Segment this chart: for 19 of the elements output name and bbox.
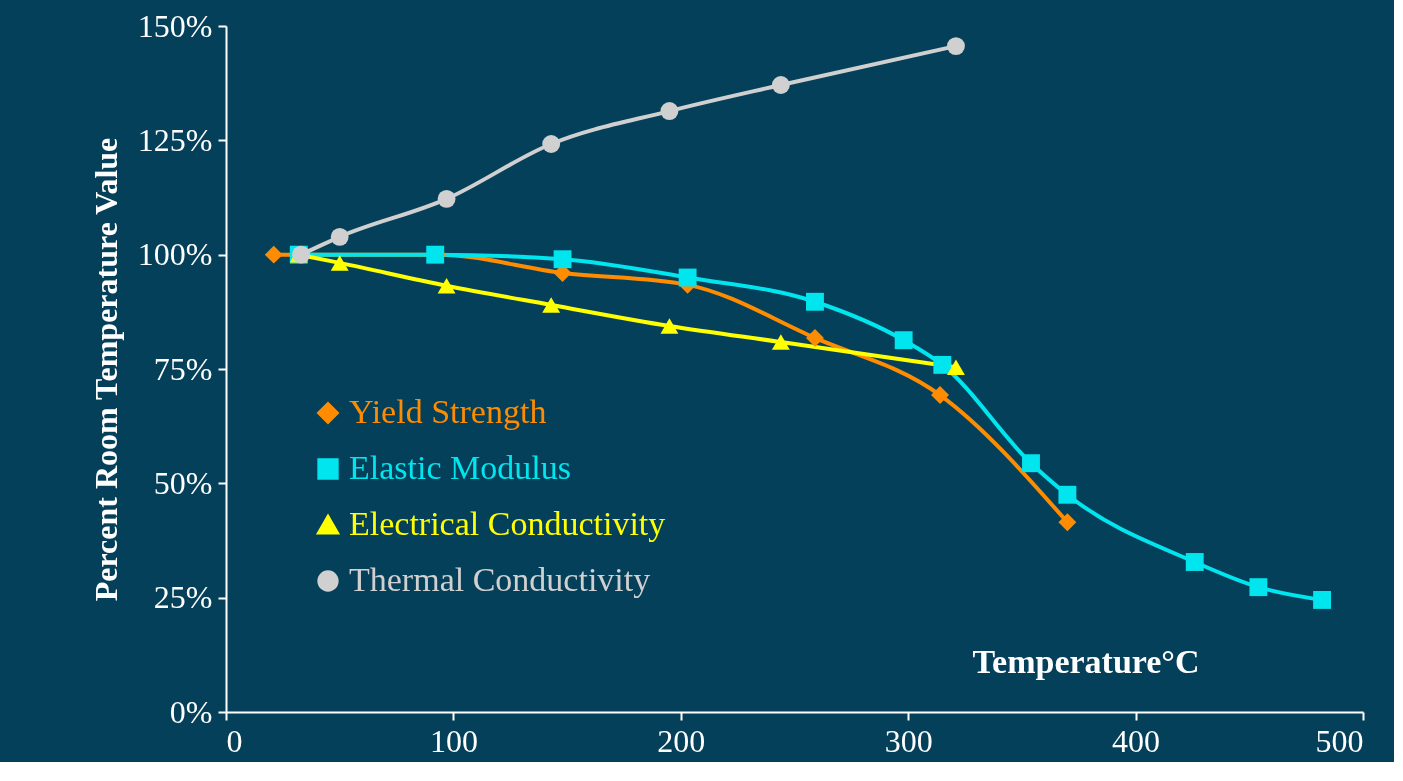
x-tick-label: 500 [1315,722,1364,759]
y-tick-label: 75% [153,350,213,387]
legend-label: Electrical Conductivity [349,505,666,542]
legend-label: Thermal Conductivity [349,561,651,598]
x-tick-label: 400 [1112,722,1161,759]
legend-label: Yield Strength [349,393,547,430]
y-tick-label: 100% [137,236,213,273]
y-tick-label: 25% [153,579,213,616]
y-tick-label: 150% [137,7,213,44]
x-tick-label: 200 [657,722,706,759]
y-axis-title: Percent Room Temperature Value [87,137,124,602]
x-axis-title: Temperature°C [972,643,1200,680]
y-tick-label: 125% [137,121,213,158]
x-tick-label: 0 [226,722,243,759]
y-tick-label: 50% [153,464,213,501]
legend-label: Elastic Modulus [349,449,571,486]
x-tick-label: 300 [884,722,933,759]
y-tick-label: 0% [169,693,213,730]
x-tick-label: 100 [429,722,478,759]
